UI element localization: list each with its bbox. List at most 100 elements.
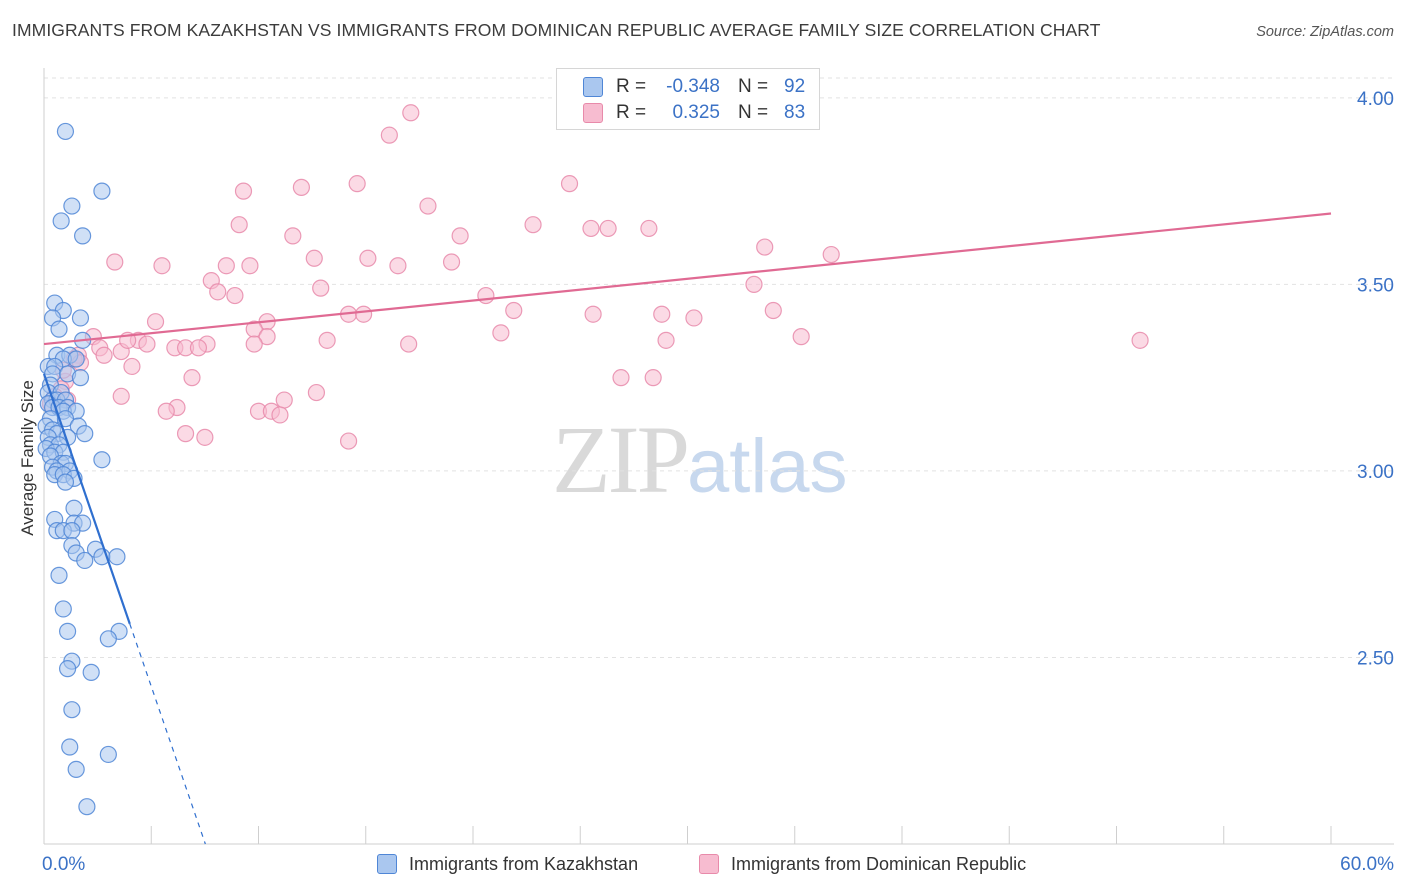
legend-row-kazakhstan: R = -0.348 N = 92 (583, 75, 805, 99)
kazakhstan-point (67, 350, 85, 368)
series-legend-dominican-republic[interactable]: Immigrants from Dominican Republic (699, 851, 1026, 877)
dominican-republic-point (146, 313, 165, 331)
watermark: ZIPatlas (552, 404, 848, 515)
kazakhstan-trend-extension (129, 623, 206, 845)
kazakhstan-point (99, 630, 117, 648)
grid-layer (44, 77, 1394, 658)
dominican-republic-point (582, 219, 600, 238)
dominican-republic-point (123, 357, 141, 376)
dominican-republic-point (612, 369, 630, 387)
kazakhstan-point (67, 760, 85, 778)
dominican-republic-point (756, 238, 774, 256)
dominican-republic-point (355, 305, 373, 323)
dominican-republic-point (560, 175, 579, 193)
legend-n-value: 83 (784, 102, 806, 123)
dominican-republic-points (41, 104, 1149, 450)
dominican-republic-point (258, 328, 276, 346)
legend-r-label: R = (616, 102, 647, 123)
dominican-republic-point (275, 391, 293, 409)
legend-n-value: 92 (784, 76, 806, 97)
series-legend: Immigrants from Kazakhstan Immigrants fr… (0, 851, 1406, 877)
legend-r-label: R = (616, 76, 647, 97)
dominican-republic-point (230, 216, 248, 234)
dominican-republic-point (822, 245, 840, 264)
kazakhstan-trend-line (42, 373, 131, 625)
dominican-republic-point (685, 309, 703, 327)
kazakhstan-point (56, 473, 75, 491)
dominican-republic-point (305, 249, 323, 267)
x-tick-label: 60.0% (1340, 854, 1394, 875)
kazakhstan-point (99, 745, 117, 764)
kazakhstan-point (56, 122, 75, 141)
legend-swatch-dominican-republic (583, 103, 603, 123)
kazakhstan-point (76, 425, 94, 443)
kazakhstan-point (63, 522, 81, 540)
dominican-republic-point (226, 286, 244, 305)
dominican-republic-point (348, 175, 366, 193)
kazakhstan-point (58, 622, 77, 640)
correlation-legend: R = -0.348 N = 92 R = 0.325 N = 83 (556, 68, 820, 130)
dominican-republic-point (400, 335, 418, 353)
dominican-republic-point (492, 324, 510, 342)
kazakhstan-point (63, 701, 81, 719)
legend-row-dominican-republic: R = 0.325 N = 83 (583, 101, 805, 125)
dominican-republic-point (402, 104, 420, 122)
dominican-republic-point (599, 219, 617, 238)
watermark-atlas: atlas (687, 424, 848, 509)
trend-lines (42, 212, 1332, 845)
series-swatch-kazakhstan (377, 854, 397, 874)
dominican-republic-point (477, 286, 495, 305)
dominican-republic-point (792, 328, 810, 346)
dominican-republic-point (644, 369, 662, 387)
kazakhstan-point (76, 551, 94, 570)
dominican-republic-point (359, 249, 377, 267)
dominican-republic-point (95, 346, 113, 364)
source-label: Source: ZipAtlas.com (1256, 24, 1394, 40)
legend-n-label: N = (738, 102, 769, 123)
dominican-republic-point (138, 335, 156, 353)
dominican-republic-point (245, 335, 263, 353)
kazakhstan-point (93, 451, 111, 469)
kazakhstan-point (58, 660, 77, 678)
dominican-republic-point (745, 275, 763, 293)
kazakhstan-point (65, 499, 83, 517)
dominican-republic-point (419, 197, 437, 215)
dominican-republic-point (764, 301, 782, 320)
dominican-republic-point (307, 383, 326, 402)
dominican-republic-point (505, 301, 523, 320)
kazakhstan-point (82, 663, 100, 681)
watermark-zip: ZIP (552, 406, 690, 513)
dominican-republic-trend-line (43, 212, 1332, 346)
dominican-republic-point (524, 216, 542, 234)
dominican-republic-point (442, 253, 461, 271)
kazakhstan-point (71, 369, 90, 387)
y-tick-label: 3.50 (1357, 275, 1394, 296)
y-tick-label: 3.00 (1357, 462, 1394, 483)
dominican-republic-point (112, 387, 130, 405)
chart-title: IMMIGRANTS FROM KAZAKHSTAN VS IMMIGRANTS… (12, 20, 1101, 40)
kazakhstan-point (50, 566, 68, 584)
legend-r-value: 0.325 (672, 102, 720, 123)
dominican-republic-point (451, 227, 469, 245)
tick-labels: 2.50 3.00 3.50 4.00 0.0% 60.0% (42, 89, 1394, 875)
kazakhstan-point (71, 309, 90, 327)
dominican-republic-point (196, 428, 214, 446)
dominican-republic-point (1131, 331, 1149, 349)
dominican-republic-point (640, 219, 658, 238)
x-tick-label: 0.0% (42, 854, 85, 875)
dominican-republic-point (183, 369, 201, 387)
kazakhstan-point (93, 182, 111, 200)
kazakhstan-point (108, 548, 126, 566)
kazakhstan-point (50, 320, 68, 338)
dominican-republic-point (657, 331, 675, 349)
series-legend-kazakhstan[interactable]: Immigrants from Kazakhstan (377, 851, 638, 877)
dominican-republic-point (234, 182, 253, 200)
dominican-republic-point (284, 227, 302, 245)
dominican-republic-point (271, 406, 289, 424)
series-swatch-dominican-republic (699, 854, 719, 874)
dominican-republic-point (189, 339, 208, 357)
dominican-republic-point (157, 402, 175, 420)
kazakhstan-point (52, 212, 70, 230)
dominican-republic-point (209, 283, 227, 301)
kazakhstan-point (78, 798, 96, 816)
